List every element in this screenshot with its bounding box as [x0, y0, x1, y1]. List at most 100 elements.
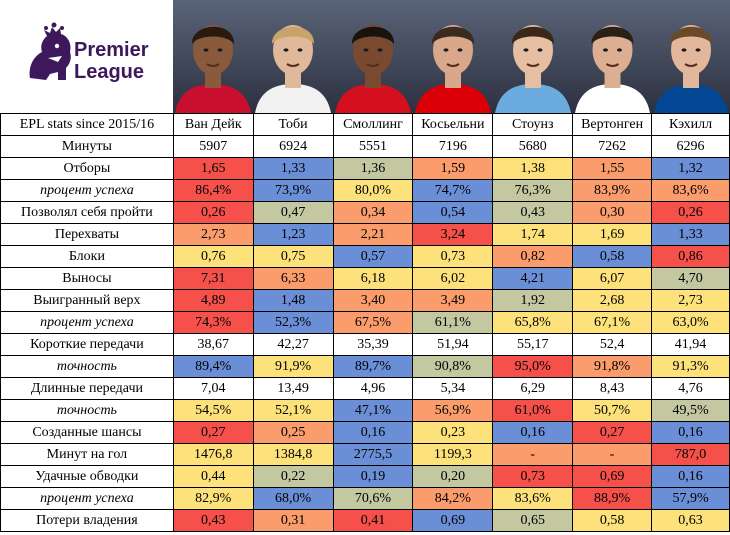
stat-value: 67,1%: [572, 311, 653, 334]
row-label: Минут на гол: [0, 443, 174, 466]
stat-value: 0,76: [172, 245, 254, 268]
stat-value: 88,9%: [572, 487, 653, 510]
header-row: Premier League: [0, 0, 730, 113]
stat-value: 74,7%: [412, 179, 494, 202]
table-header-row: EPL stats since 2015/16 Ван Дейк Тоби Смолл…: [0, 113, 730, 136]
stat-value: 1,32: [651, 157, 730, 180]
stat-value: 0,27: [572, 421, 653, 444]
stat-value: 0,16: [651, 421, 730, 444]
player-portrait-icon: [493, 0, 573, 113]
stat-value: 7,04: [172, 377, 254, 400]
stat-value: 6296: [651, 135, 730, 158]
stat-value: 2775,5: [332, 443, 414, 466]
table-row: процент успеха 74,3% 52,3% 67,5% 61,1% 65,8% 6…: [0, 311, 730, 334]
player-photo: [573, 0, 652, 113]
stat-value: 0,43: [492, 201, 574, 224]
row-label: Выносы: [0, 267, 174, 290]
stat-value: 1476,8: [172, 443, 254, 466]
stat-value: 0,27: [172, 421, 254, 444]
row-label: Длинные передачи: [0, 377, 174, 400]
table-row: Длинные передачи 7,04 13,49 4,96 5,34 6,29 8,4…: [0, 377, 730, 400]
stat-value: 0,58: [572, 509, 653, 532]
stat-value: 84,2%: [412, 487, 494, 510]
row-label: Отборы: [0, 157, 174, 180]
stat-value: 47,1%: [332, 399, 414, 422]
player-portrait-icon: [413, 0, 493, 113]
stat-value: 42,27: [252, 333, 334, 356]
stat-value: 0,41: [332, 509, 414, 532]
player-name: Кэхилл: [651, 113, 730, 136]
table-row: Позволял себя пройти 0,26 0,47 0,34 0,54 0,43…: [0, 201, 730, 224]
stat-value: 6,29: [492, 377, 574, 400]
stat-value: 0,26: [172, 201, 254, 224]
stat-value: 2,68: [572, 289, 653, 312]
lion-icon: Premier League: [29, 22, 149, 83]
stat-value: 0,86: [651, 245, 730, 268]
stat-value: 4,76: [651, 377, 730, 400]
stat-value: 0,19: [332, 465, 414, 488]
stat-value: 6,33: [252, 267, 334, 290]
row-label: Удачные обводки: [0, 465, 174, 488]
table-row: Короткие передачи 38,67 42,27 35,39 51,94 55,…: [0, 333, 730, 356]
stat-value: 0,22: [252, 465, 334, 488]
stat-value: 0,16: [492, 421, 574, 444]
table-row: Выигранный верх 4,89 1,48 3,40 3,49 1,92 2,68 2…: [0, 289, 730, 312]
stat-value: 89,7%: [332, 355, 414, 378]
row-label: процент успеха: [0, 179, 174, 202]
stat-value: 0,20: [412, 465, 494, 488]
stat-value: 65,8%: [492, 311, 574, 334]
row-label: процент успеха: [0, 311, 174, 334]
stat-value: 73,9%: [252, 179, 334, 202]
row-label: Позволял себя пройти: [0, 201, 174, 224]
player-photo: [173, 0, 253, 113]
stat-value: 74,3%: [172, 311, 254, 334]
stat-value: 89,4%: [172, 355, 254, 378]
stat-value: 0,34: [332, 201, 414, 224]
stat-value: 67,5%: [332, 311, 414, 334]
stat-value: 1,69: [572, 223, 653, 246]
stat-value: 1,36: [332, 157, 414, 180]
stat-value: 35,39: [332, 333, 414, 356]
stat-value: 0,65: [492, 509, 574, 532]
row-label: Выигранный верх: [0, 289, 174, 312]
stat-value: 76,3%: [492, 179, 574, 202]
stat-value: 7196: [412, 135, 494, 158]
player-photo: [333, 0, 413, 113]
stat-value: 6,02: [412, 267, 494, 290]
stat-value: 90,8%: [412, 355, 494, 378]
table-row: Блоки 0,76 0,75 0,57 0,73 0,82 0,58 0,86: [0, 245, 730, 268]
row-label: Блоки: [0, 245, 174, 268]
stat-value: 50,7%: [572, 399, 653, 422]
stat-value: 4,21: [492, 267, 574, 290]
stat-value: 2,73: [651, 289, 730, 312]
stat-value: 91,9%: [252, 355, 334, 378]
table-row: Созданные шансы 0,27 0,25 0,16 0,23 0,16 0,27 0…: [0, 421, 730, 444]
row-label: Созданные шансы: [0, 421, 174, 444]
stat-value: 41,94: [651, 333, 730, 356]
player-portrait-icon: [253, 0, 333, 113]
table-row: точность 54,5% 52,1% 47,1% 56,9% 61,0% 50,7% 49…: [0, 399, 730, 422]
player-portrait-icon: [173, 0, 253, 113]
stat-value: 91,3%: [651, 355, 730, 378]
player-portrait-icon: [573, 0, 652, 113]
stat-value: 0,73: [492, 465, 574, 488]
player-name: Стоунз: [492, 113, 574, 136]
stat-value: 1,23: [252, 223, 334, 246]
stat-value: 0,43: [172, 509, 254, 532]
stat-value: 56,9%: [412, 399, 494, 422]
stat-value: 4,70: [651, 267, 730, 290]
table-row: Минут на гол 1476,8 1384,8 2775,5 1199,3- -78…: [0, 443, 730, 466]
table-row: Выносы 7,31 6,33 6,18 6,02 4,21 6,07 4,70: [0, 267, 730, 290]
table-row: процент успеха 86,4% 73,9% 80,0% 74,7% 76,3% 8…: [0, 179, 730, 202]
table-row: точность 89,4% 91,9% 89,7% 90,8% 95,0% 91,8% 91…: [0, 355, 730, 378]
stat-value: 1,33: [252, 157, 334, 180]
stat-value: 2,73: [172, 223, 254, 246]
brand-line-1: Premier: [74, 39, 149, 61]
player-name: Тоби: [252, 113, 334, 136]
table-row: Минуты 5907 6924 5551 7196 5680 7262 6296: [0, 135, 730, 158]
stat-value: 4,96: [332, 377, 414, 400]
stat-value: 6924: [252, 135, 334, 158]
stat-value: 6,07: [572, 267, 653, 290]
stat-value: 82,9%: [172, 487, 254, 510]
table-row: процент успеха 82,9% 68,0% 70,6% 84,2% 83,6% 8…: [0, 487, 730, 510]
